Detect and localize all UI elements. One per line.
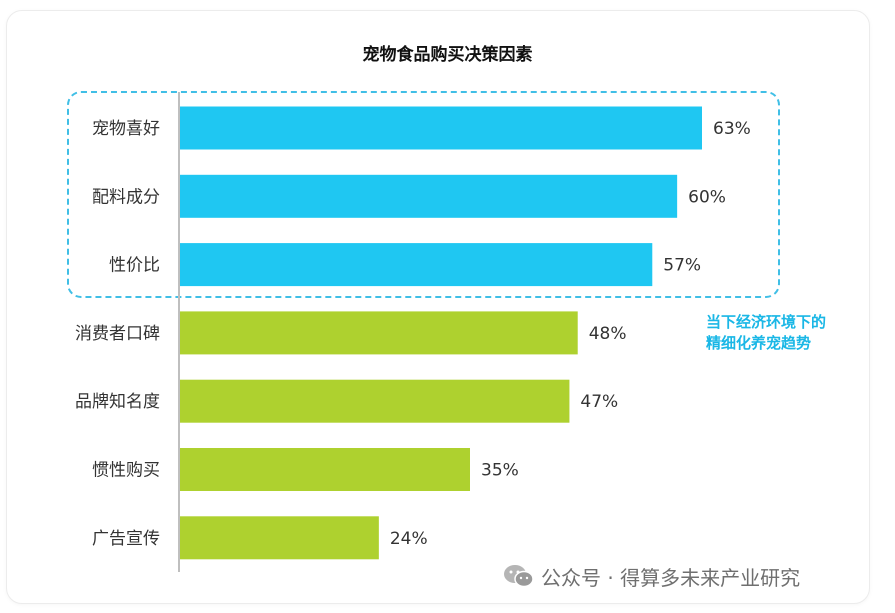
category-label-2: 性价比 [109, 256, 160, 276]
bar-2 [180, 243, 653, 287]
category-label-0: 宠物喜好 [92, 119, 160, 139]
chart-title: 宠物食品购买决策因素 [362, 45, 533, 65]
bar-4 [180, 379, 570, 423]
value-label-1: 60% [688, 187, 726, 207]
value-label-0: 63% [713, 119, 751, 139]
category-label-3: 消费者口碑 [75, 324, 160, 344]
wechat-icon [504, 565, 534, 588]
value-label-5: 35% [481, 461, 519, 481]
value-label-2: 57% [663, 256, 701, 276]
watermark: 公众号 · 得算多未来产业研究 [503, 563, 801, 590]
bar-1 [180, 174, 678, 218]
category-label-6: 广告宣传 [92, 529, 160, 549]
category-label-1: 配料成分 [92, 187, 160, 207]
category-label-5: 惯性购买 [92, 461, 160, 481]
watermark-text: 公众号 · 得算多未来产业研究 [541, 565, 801, 590]
category-label-4: 品牌知名度 [75, 392, 160, 412]
highlight-box [67, 91, 780, 298]
value-label-3: 48% [589, 324, 627, 344]
annotation-line-1: 当下经济环境下的 [706, 313, 827, 331]
bar-0 [180, 106, 702, 150]
annotation-line-2: 精细化养宠趋势 [706, 334, 812, 352]
highlight-annotation: 当下经济环境下的 精细化养宠趋势 [706, 312, 866, 354]
y-axis-line [178, 92, 180, 572]
bar-5 [180, 448, 470, 491]
value-label-4: 47% [580, 392, 618, 412]
value-label-6: 24% [390, 529, 428, 549]
bar-3 [180, 311, 578, 355]
bar-6 [180, 516, 379, 560]
